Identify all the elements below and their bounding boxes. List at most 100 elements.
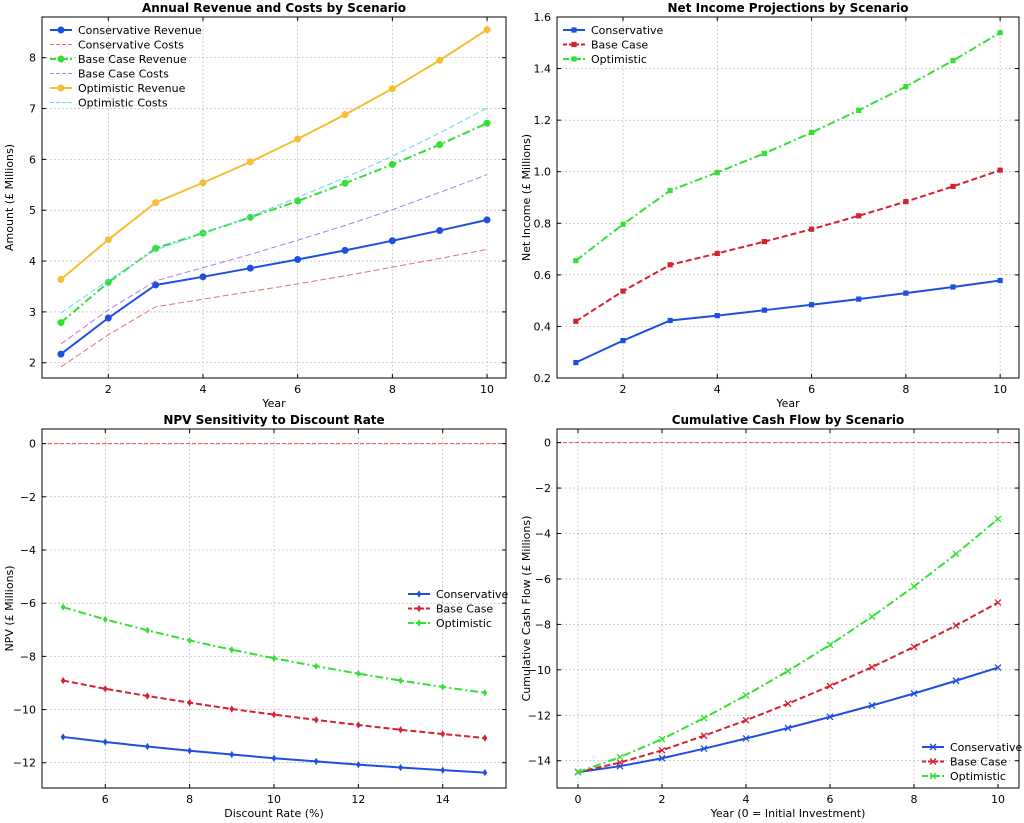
data-point — [784, 724, 792, 732]
series-line — [60, 174, 488, 345]
x-tick-label: 6 — [827, 793, 834, 806]
legend-label: Optimistic — [950, 770, 1006, 783]
series-conservative — [574, 664, 1002, 776]
data-point — [761, 150, 768, 157]
x-tick-label: 6 — [808, 383, 815, 396]
series-optimistic-revenue — [57, 26, 491, 283]
x-axis-label: Year (0 = Initial Investment) — [710, 807, 866, 819]
data-point — [714, 169, 720, 176]
data-point-b — [700, 714, 708, 722]
y-tick-label: 0 — [544, 437, 551, 450]
y-tick-label: −8 — [535, 618, 551, 631]
legend-item: Optimistic — [408, 617, 492, 630]
y-tick-label: −4 — [535, 528, 551, 541]
y-tick-label: 1.6 — [534, 11, 552, 24]
y-axis-label: Net Income (£ Millions) — [520, 134, 533, 261]
legend-swatch-marker — [416, 590, 422, 598]
data-point — [388, 85, 396, 93]
series-conservative — [60, 733, 488, 777]
data-point — [573, 359, 579, 366]
legend-item: Conservative Revenue — [50, 24, 202, 37]
x-tick-label: 8 — [911, 793, 918, 806]
data-point-b — [826, 713, 834, 721]
legend-label: Conservative Revenue — [78, 24, 202, 37]
data-point-b — [910, 690, 918, 697]
data-point — [246, 264, 254, 272]
data-point-b — [952, 550, 960, 558]
y-tick-label: 4 — [29, 255, 36, 268]
series-base-case-costs — [60, 174, 488, 345]
data-point — [903, 199, 909, 205]
data-point — [355, 721, 361, 729]
series-line — [60, 218, 488, 355]
data-point — [271, 754, 277, 762]
y-tick-label: −2 — [20, 491, 36, 504]
data-point — [57, 350, 65, 358]
y-tick-label: 8 — [29, 52, 36, 65]
y-tick-label: 0.2 — [534, 372, 552, 385]
y-tick-label: −14 — [528, 755, 551, 768]
series-conservative — [573, 277, 1003, 366]
y-tick-label: 0.4 — [534, 320, 552, 333]
data-point — [187, 636, 193, 645]
data-point-b — [952, 622, 960, 630]
data-point — [997, 277, 1003, 284]
data-point — [658, 746, 666, 754]
data-point — [714, 250, 720, 257]
x-tick-label: 10 — [267, 793, 281, 806]
data-point — [246, 158, 254, 166]
data-point — [229, 646, 235, 654]
data-point — [229, 705, 235, 713]
y-tick-label: −12 — [13, 757, 36, 770]
data-point-b — [868, 663, 876, 671]
legend-swatch-marker — [57, 26, 65, 34]
data-point — [826, 713, 834, 721]
legend-label: Base Case — [591, 39, 648, 52]
data-point — [271, 711, 277, 719]
data-point — [761, 307, 768, 313]
series-line — [60, 28, 488, 281]
data-point — [388, 237, 396, 245]
legend-swatch-marker-b — [929, 743, 937, 751]
y-tick-label: 1.0 — [534, 166, 552, 179]
y-axis-label: Cumulative Cash Flow (£ Millions) — [520, 516, 533, 702]
data-point — [910, 583, 918, 590]
data-point-b — [658, 735, 666, 743]
data-point — [313, 716, 319, 724]
legend-swatch-marker — [929, 758, 937, 765]
legend-label: Base Case Revenue — [78, 53, 187, 66]
data-point — [910, 690, 918, 697]
data-point — [856, 213, 862, 219]
legend-label: Optimistic Costs — [78, 97, 168, 110]
data-point — [145, 626, 150, 634]
data-point — [997, 167, 1003, 173]
data-point-b — [742, 716, 750, 724]
y-tick-label: 2 — [29, 357, 36, 370]
data-point — [102, 615, 108, 624]
data-point — [826, 641, 834, 649]
data-point — [761, 238, 768, 245]
data-point — [152, 281, 160, 289]
data-point — [271, 654, 277, 662]
x-tick-label: 14 — [436, 793, 450, 806]
data-point — [700, 732, 708, 740]
data-point-b — [994, 664, 1002, 672]
x-tick-label: 8 — [186, 793, 193, 806]
chart-title: Net Income Projections by Scenario — [668, 1, 909, 15]
legend-swatch-marker-b — [929, 772, 937, 780]
series-optimistic-costs — [60, 107, 488, 314]
y-tick-label: −2 — [535, 482, 551, 495]
legend-swatch-marker-b — [929, 758, 937, 765]
y-tick-label: −8 — [20, 650, 36, 663]
data-point — [856, 296, 862, 302]
series-optimistic — [573, 30, 1003, 264]
y-tick-label: 1.2 — [534, 114, 552, 127]
data-point — [667, 187, 673, 194]
data-point — [341, 179, 349, 187]
x-tick-label: 4 — [714, 383, 721, 396]
data-point — [483, 26, 491, 34]
data-point — [667, 317, 673, 324]
